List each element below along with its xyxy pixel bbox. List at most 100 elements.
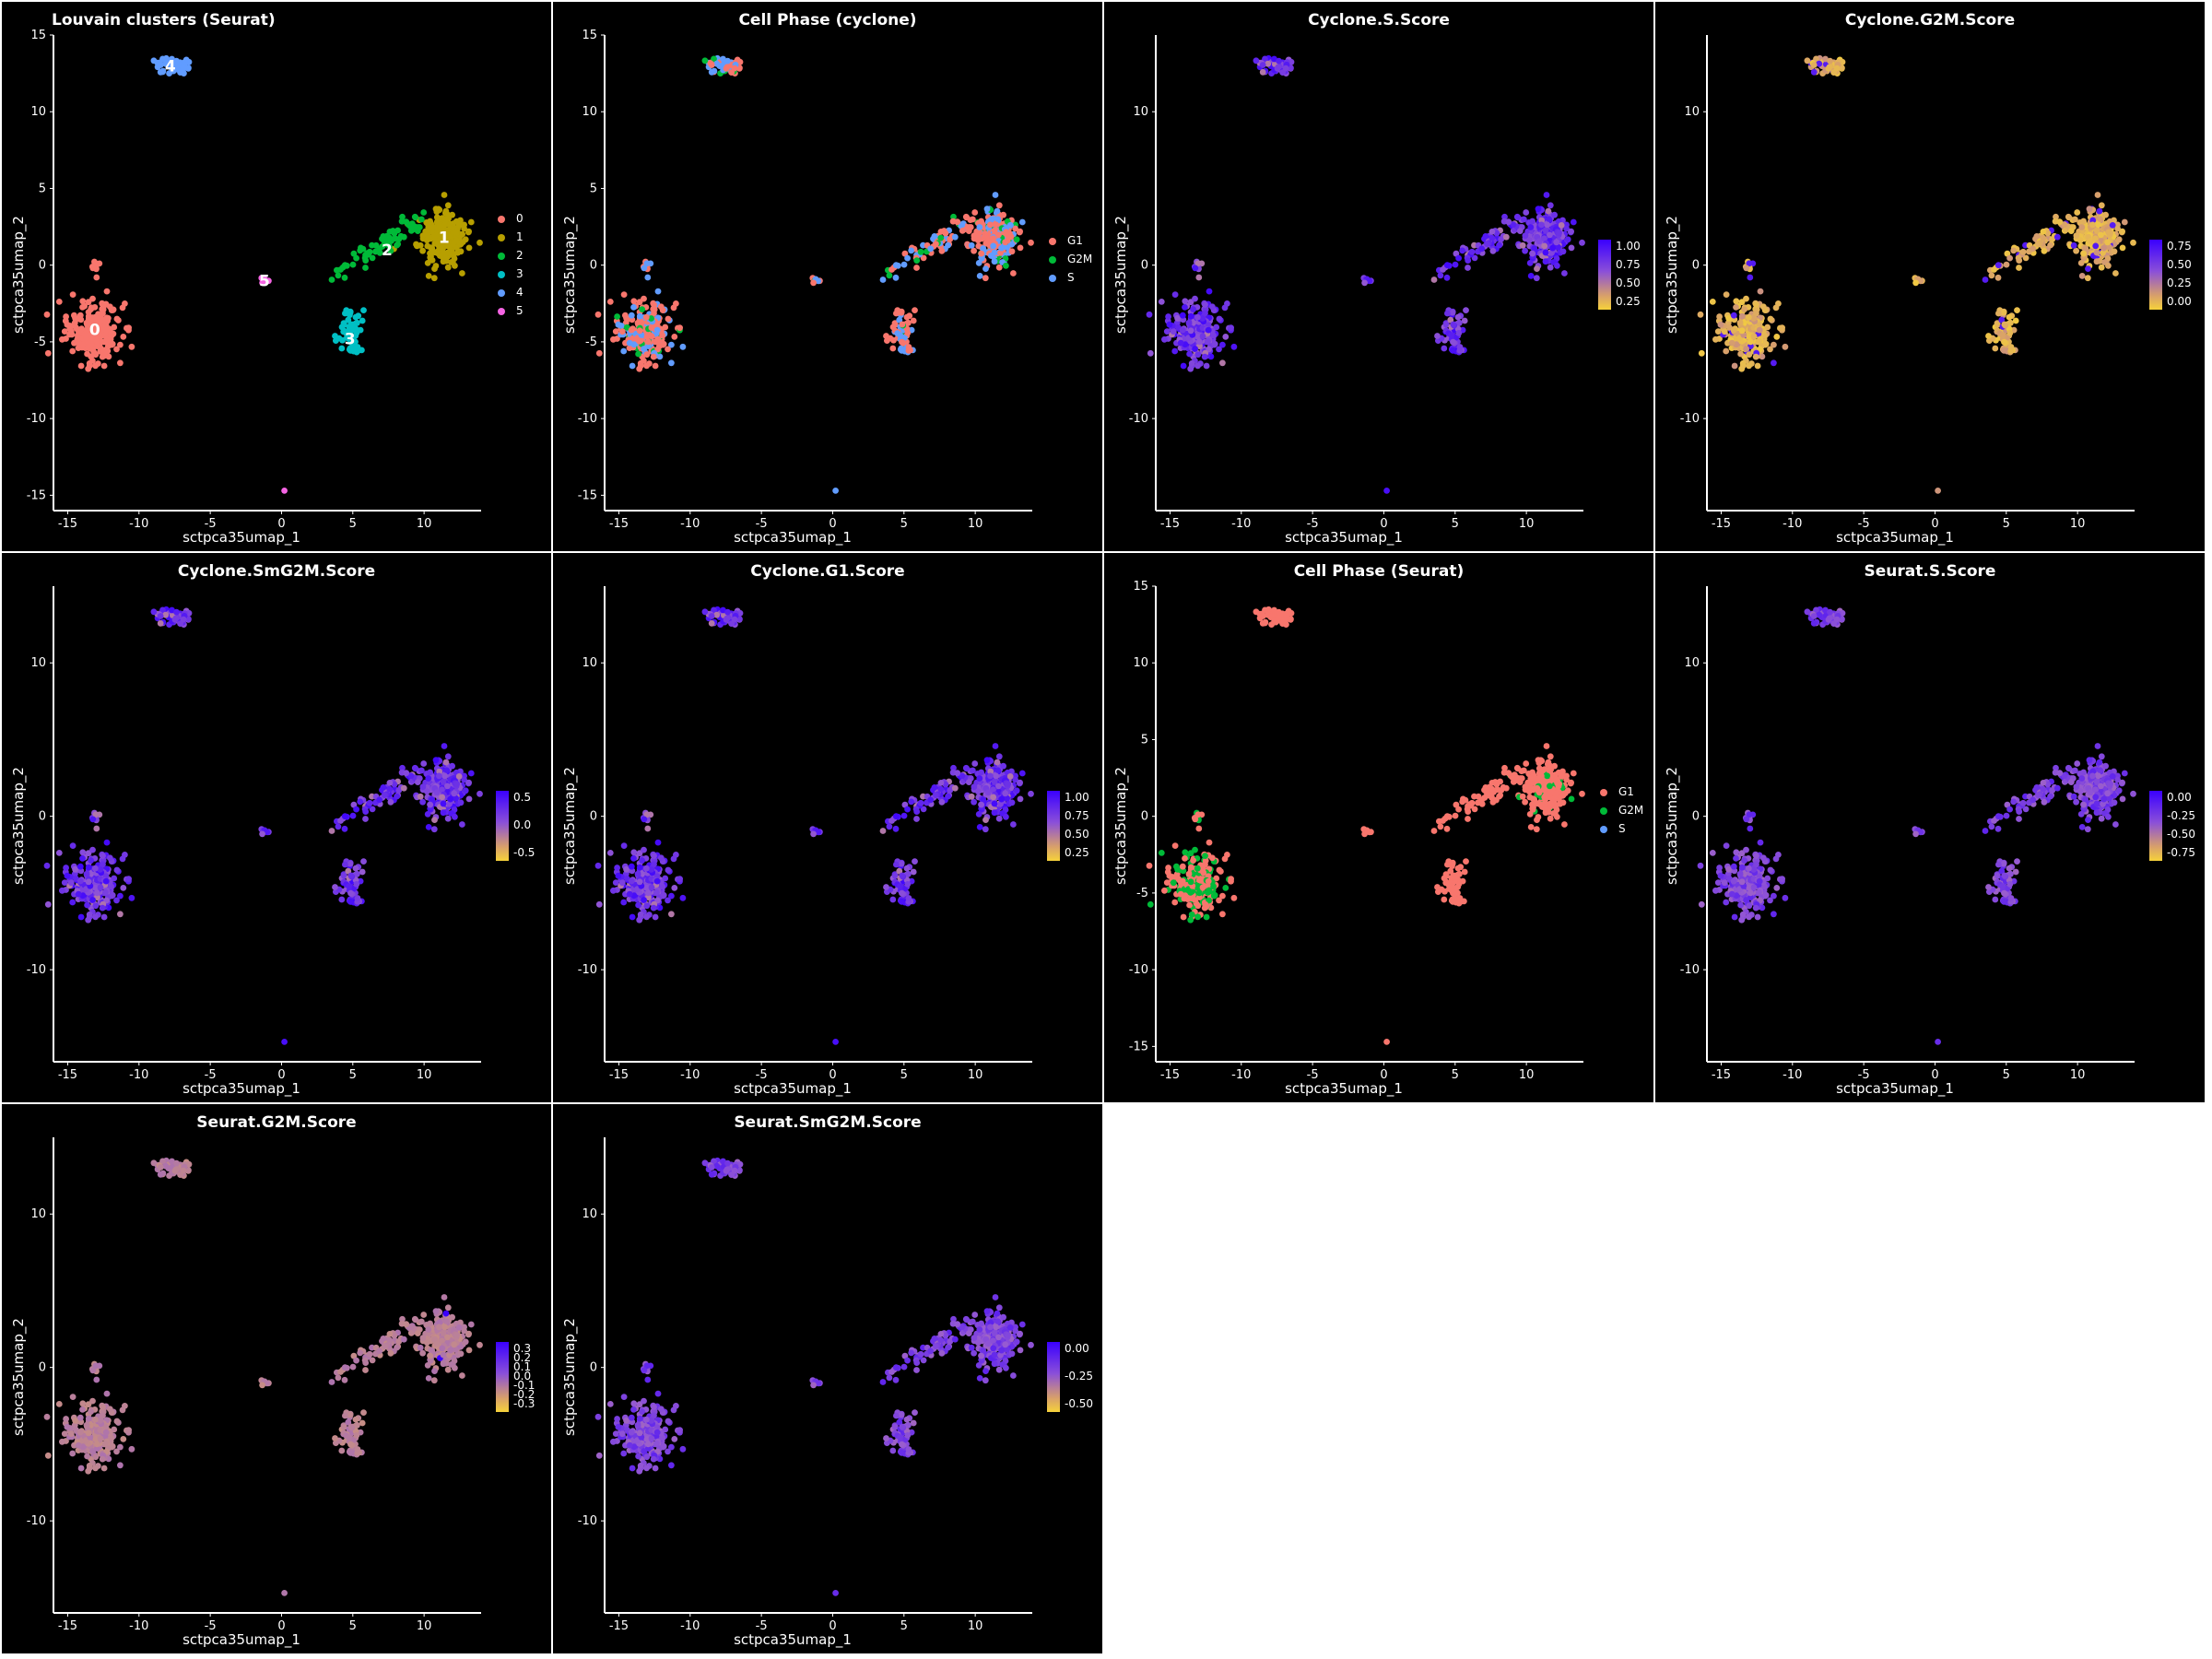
data-point <box>832 488 839 494</box>
cluster-label: 4 <box>165 57 176 76</box>
data-point <box>86 911 93 918</box>
data-point <box>1992 345 1999 352</box>
data-point <box>630 855 637 862</box>
data-point <box>630 849 638 856</box>
x-tick-label: 10 <box>417 1068 432 1082</box>
data-point <box>1533 826 1540 833</box>
data-point <box>677 324 683 332</box>
data-point <box>347 338 354 346</box>
data-point <box>1716 313 1723 320</box>
data-point <box>654 288 662 295</box>
data-point <box>2040 234 2047 241</box>
data-point <box>1430 828 1438 834</box>
data-point <box>995 782 1002 790</box>
data-point <box>947 787 954 794</box>
data-point <box>1547 815 1554 822</box>
data-point <box>1988 272 1995 279</box>
data-point <box>2094 192 2101 198</box>
x-tick-label: -15 <box>609 517 629 531</box>
data-point <box>1182 849 1189 856</box>
data-point <box>1447 316 1454 324</box>
data-point <box>905 895 912 901</box>
data-point <box>1187 312 1194 320</box>
umap-panel: -15 -10 -5 0 5 10 -10 0 10 Cyclone.G1.Score sctpca… <box>553 553 1102 1102</box>
data-point <box>69 899 76 906</box>
data-point <box>173 608 180 616</box>
data-point <box>1484 792 1490 799</box>
data-point <box>983 757 991 764</box>
x-tick-label: 0 <box>829 517 836 531</box>
colorbar-tick-label: 0.75 <box>2167 240 2192 253</box>
data-point <box>113 315 121 323</box>
umap-panel: -15 -10 -5 0 5 10 -15 -10 -5 0 5 10 15 Cell Phase (Se… <box>1104 553 1653 1102</box>
data-point <box>180 65 187 72</box>
data-point <box>1513 764 1521 771</box>
data-point <box>67 879 75 887</box>
data-point <box>2102 211 2109 218</box>
legend-label: G2M <box>1067 253 1093 265</box>
data-point <box>159 606 166 614</box>
data-point <box>2061 221 2068 229</box>
x-tick-label: -5 <box>1858 517 1870 531</box>
data-point <box>1205 877 1212 885</box>
data-point <box>99 353 106 360</box>
data-point <box>950 764 957 771</box>
data-point <box>945 241 951 249</box>
data-point <box>1192 265 1199 272</box>
data-point <box>991 809 998 817</box>
data-point <box>971 783 978 791</box>
data-point <box>1548 250 1555 256</box>
data-point <box>1230 343 1238 350</box>
data-point <box>359 317 366 324</box>
data-point <box>1230 894 1238 901</box>
data-point <box>650 353 657 360</box>
data-point <box>615 872 622 879</box>
data-point <box>1192 846 1198 853</box>
data-point <box>354 895 361 901</box>
umap-panel: -15 -10 -5 0 5 10 -10 0 10 Cyclone.G2M.Score sctpc… <box>1655 2 2205 551</box>
data-point <box>92 351 100 359</box>
data-point <box>1221 304 1229 312</box>
data-point <box>1519 793 1526 800</box>
data-point <box>1527 273 1535 279</box>
legend-label: G1 <box>1067 234 1083 247</box>
data-point <box>1165 865 1171 871</box>
data-point <box>1764 324 1771 331</box>
data-point <box>1449 347 1456 354</box>
y-tick-label: 0 <box>1692 259 1700 273</box>
data-point <box>962 764 970 771</box>
data-point <box>629 362 636 370</box>
data-point <box>418 216 425 223</box>
data-point <box>386 780 394 786</box>
data-point <box>2078 224 2086 230</box>
data-point <box>898 309 905 316</box>
data-point <box>636 864 643 871</box>
data-point <box>431 265 438 272</box>
data-point <box>1179 326 1186 334</box>
data-point <box>1833 65 1841 72</box>
data-point <box>1017 795 1024 803</box>
data-point <box>643 351 651 359</box>
data-point <box>1219 359 1226 367</box>
data-point <box>1185 319 1193 326</box>
data-point <box>628 326 635 334</box>
umap-panel: -15 -10 -5 0 5 10 -10 0 10 Cyclone.SmG2M.Score sct… <box>2 553 551 1102</box>
data-point <box>1496 793 1502 800</box>
data-point <box>332 884 338 890</box>
x-axis-label: sctpca35umap_1 <box>1836 529 1954 546</box>
data-point <box>1767 346 1773 353</box>
data-point <box>259 279 265 287</box>
data-point <box>708 62 715 68</box>
data-point <box>652 362 659 370</box>
data-point <box>978 218 984 225</box>
data-point <box>2119 228 2125 235</box>
data-point <box>349 261 357 268</box>
data-point <box>459 821 465 828</box>
data-point <box>347 321 355 328</box>
y-tick-label: 5 <box>1141 733 1148 747</box>
legend-entry: G1 <box>1600 785 1634 798</box>
data-point <box>2097 216 2104 223</box>
data-point <box>1008 799 1016 806</box>
data-point <box>1163 879 1171 886</box>
data-point <box>419 798 426 806</box>
